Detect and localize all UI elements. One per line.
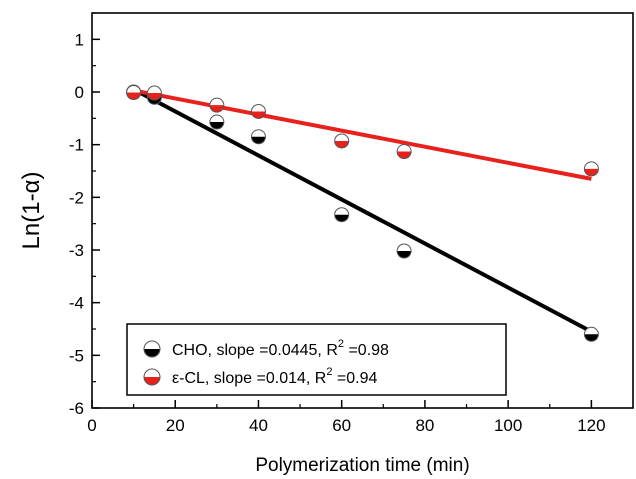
data-point-0	[250, 129, 266, 145]
data-point-1	[146, 85, 162, 101]
legend-label-0: CHO, slope =0.0445, R2 =0.98	[172, 338, 389, 359]
data-point-1	[126, 85, 142, 101]
fit-line-1	[133, 88, 592, 181]
data-point-0	[583, 326, 599, 342]
x-tick-label: 120	[577, 416, 605, 435]
legend: CHO, slope =0.0445, R2 =0.98 ε-CL, slope …	[126, 323, 507, 396]
data-point-0	[396, 243, 412, 259]
y-tick-label: -6	[69, 399, 84, 418]
y-axis-label: Ln(1-α)	[18, 172, 45, 250]
fit-line-0	[132, 87, 593, 334]
data-points	[126, 84, 599, 342]
x-tick-label: 60	[332, 416, 351, 435]
data-point-1	[334, 133, 350, 149]
data-point-1	[250, 103, 266, 119]
data-point-1	[209, 97, 225, 113]
data-point-0	[209, 114, 225, 130]
y-tick-label: -2	[69, 188, 84, 207]
y-tick-label: -3	[69, 241, 84, 260]
axis-ticks: 0 20 40 60 80 100 120 1 0 -1 -2 -3 -4 -5 -6	[69, 12, 606, 435]
y-tick-label: 1	[75, 30, 84, 49]
y-tick-label: -4	[69, 294, 84, 313]
legend-marker-1	[143, 368, 161, 386]
legend-box	[126, 323, 507, 396]
x-tick-label: 0	[87, 416, 96, 435]
x-axis-label: Polymerization time (min)	[255, 455, 469, 476]
y-tick-label: 0	[75, 83, 84, 102]
fit-lines	[132, 87, 593, 334]
y-tick-label: -5	[69, 346, 84, 365]
data-point-1	[396, 144, 412, 160]
x-tick-label: 40	[249, 416, 268, 435]
legend-marker-0	[143, 340, 161, 358]
legend-label-1: ε-CL, slope =0.014, R2 =0.94	[172, 366, 377, 387]
x-tick-label: 100	[494, 416, 522, 435]
data-point-0	[334, 207, 350, 223]
x-tick-label: 80	[415, 416, 434, 435]
y-tick-label: -1	[69, 136, 84, 155]
data-point-1	[583, 161, 599, 177]
plot-frame	[91, 12, 634, 409]
x-tick-label: 20	[166, 416, 185, 435]
